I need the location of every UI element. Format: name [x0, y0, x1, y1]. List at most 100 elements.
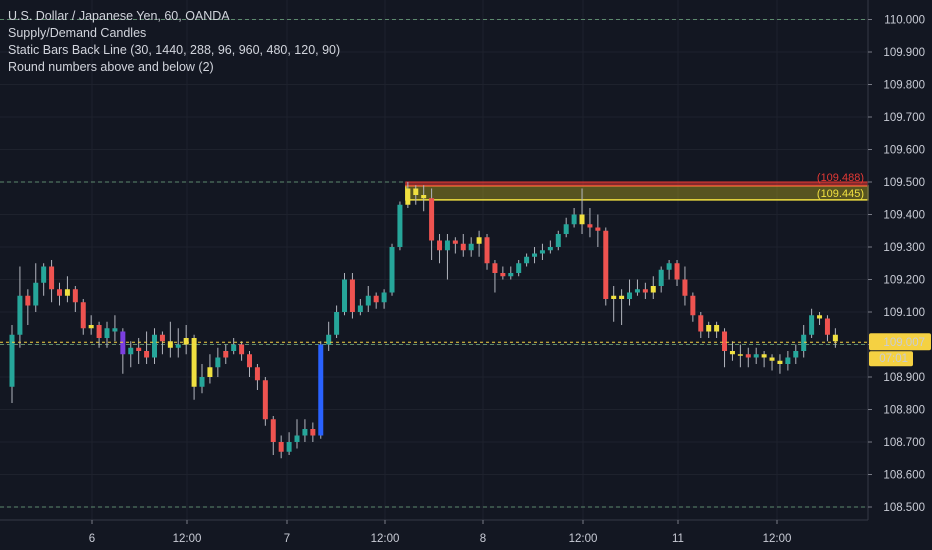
candle-body — [286, 442, 292, 452]
candle-body — [80, 302, 86, 329]
candle — [239, 341, 245, 361]
candle-body — [17, 295, 23, 335]
candle-body — [33, 282, 39, 306]
candle-body — [437, 240, 443, 251]
candle-body — [563, 224, 569, 234]
candle-body — [595, 227, 601, 231]
price-tick-label: 108.900 — [883, 372, 925, 384]
candle-body — [136, 347, 142, 351]
candle-body — [674, 263, 680, 280]
candle-body — [619, 295, 625, 299]
symbol-title[interactable]: U.S. Dollar / Japanese Yen, 60, OANDA — [8, 9, 230, 23]
candle — [429, 188, 435, 260]
candle-body — [381, 292, 387, 303]
candle — [492, 260, 498, 293]
candle — [627, 279, 633, 306]
supply-zone-red — [405, 181, 869, 187]
candle — [9, 325, 15, 403]
candle — [381, 289, 387, 309]
indicator-round-numbers[interactable]: Round numbers above and below (2) — [8, 60, 214, 74]
candle-body — [801, 334, 807, 351]
candle — [144, 331, 150, 364]
candle — [215, 347, 221, 377]
candle — [342, 273, 348, 316]
candle — [254, 364, 260, 390]
candle — [500, 266, 506, 280]
candle-body — [49, 266, 55, 290]
candle-body — [824, 318, 830, 335]
current-price-label: 109.007 — [883, 337, 925, 349]
candle — [41, 263, 47, 296]
candle-body — [254, 367, 260, 381]
candle — [579, 188, 585, 234]
candle — [729, 341, 735, 361]
candle-body — [223, 351, 229, 358]
candle-body — [777, 360, 783, 364]
candle — [247, 351, 253, 377]
candle — [698, 312, 704, 338]
candle — [452, 237, 458, 254]
candle-body — [809, 315, 815, 335]
candle — [539, 243, 545, 260]
candle-body — [302, 429, 308, 436]
indicator-static-bars[interactable]: Static Bars Back Line (30, 1440, 288, 96… — [8, 43, 341, 57]
candle-body — [555, 234, 561, 247]
candle — [674, 260, 680, 286]
candle — [468, 237, 474, 257]
candle — [634, 279, 640, 296]
candle-body — [294, 435, 300, 442]
candle — [33, 263, 39, 312]
candle-body — [72, 289, 78, 303]
candle — [231, 338, 237, 355]
candle — [785, 351, 791, 371]
candle — [722, 328, 728, 368]
candle — [516, 260, 522, 277]
price-tick-label: 108.800 — [883, 405, 925, 417]
candle — [152, 328, 158, 364]
candle — [753, 347, 759, 364]
candle-body — [611, 295, 617, 299]
candle — [223, 344, 229, 364]
candle-body — [587, 224, 593, 228]
price-tick-label: 109.600 — [883, 145, 925, 157]
candle-body — [682, 279, 688, 296]
time-tick-label: 12:00 — [763, 533, 792, 545]
candle — [175, 328, 181, 358]
candle-body — [468, 243, 474, 251]
price-tick-label: 109.700 — [883, 112, 925, 124]
candle — [484, 234, 490, 270]
candle — [72, 286, 78, 312]
candle — [603, 227, 609, 306]
candle-body — [191, 338, 197, 387]
candle — [706, 321, 712, 338]
candle — [96, 321, 102, 348]
indicator-supply-demand[interactable]: Supply/Demand Candles — [8, 26, 147, 40]
candle — [326, 321, 332, 351]
candle — [666, 260, 672, 280]
candle — [476, 230, 482, 257]
candle-body — [152, 334, 158, 358]
candle-body — [650, 286, 656, 293]
candle — [183, 325, 189, 355]
candle-body — [41, 266, 47, 283]
candle — [25, 289, 31, 325]
countdown-tag-bg — [869, 351, 913, 367]
time-axis[interactable]: 6 12:00 7 12:00 8 12:00 11 12:00 — [0, 519, 868, 545]
candle — [642, 282, 648, 299]
candle — [397, 201, 403, 251]
candle-body — [64, 289, 70, 296]
candle-body — [357, 305, 363, 312]
time-tick-label: 8 — [480, 533, 486, 545]
price-tick-label: 108.600 — [883, 470, 925, 482]
candle — [64, 276, 70, 303]
candle — [80, 299, 86, 335]
candle-body — [167, 341, 173, 348]
candle — [88, 315, 94, 335]
candle — [460, 234, 466, 257]
price-tick-label: 110.000 — [884, 15, 925, 27]
candle-body — [690, 295, 696, 316]
candle — [809, 308, 815, 338]
candle — [334, 305, 340, 338]
candle — [524, 253, 530, 267]
